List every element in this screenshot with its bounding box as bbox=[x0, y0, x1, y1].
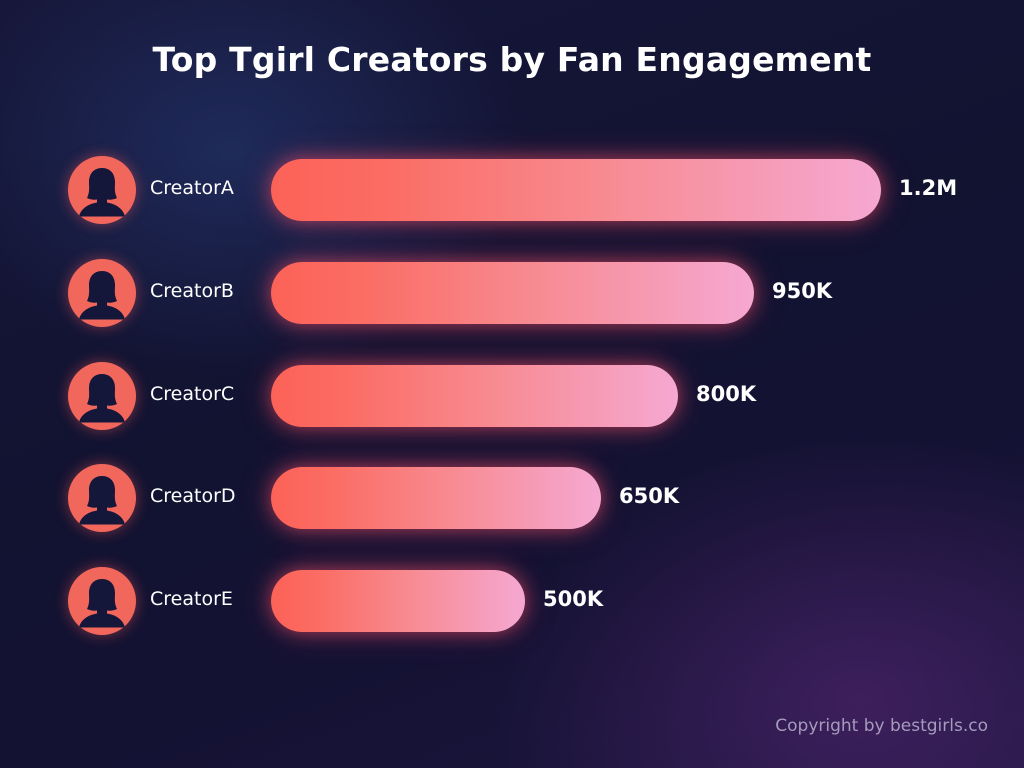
person-silhouette-icon bbox=[79, 373, 125, 422]
engagement-bar bbox=[271, 467, 601, 530]
engagement-bar bbox=[271, 261, 754, 324]
bar-row: CreatorA 1.2M bbox=[0, 155, 1024, 225]
bar-row: CreatorB 950K bbox=[0, 258, 1024, 328]
bar-row: CreatorE 500K bbox=[0, 566, 1024, 636]
bar-row: CreatorC 800K bbox=[0, 361, 1024, 431]
avatar bbox=[68, 464, 136, 533]
creator-label: CreatorB bbox=[150, 279, 234, 302]
person-silhouette-icon bbox=[79, 168, 125, 217]
creator-label: CreatorA bbox=[150, 177, 234, 199]
engagement-bar bbox=[271, 570, 525, 632]
person-silhouette-icon bbox=[79, 270, 125, 320]
creator-label: CreatorC bbox=[150, 382, 235, 405]
value-label: 1.2M bbox=[899, 176, 958, 200]
avatar bbox=[68, 258, 136, 327]
value-label: 500K bbox=[543, 587, 604, 611]
value-label: 950K bbox=[772, 278, 833, 303]
copyright-text: Copyright by bestgirls.co bbox=[775, 716, 988, 736]
engagement-bar bbox=[271, 364, 678, 427]
creator-label: CreatorD bbox=[150, 485, 236, 508]
creator-label: CreatorE bbox=[150, 588, 233, 610]
value-label: 650K bbox=[619, 484, 680, 509]
person-silhouette-icon bbox=[79, 579, 125, 628]
value-label: 800K bbox=[696, 381, 757, 406]
avatar bbox=[68, 567, 136, 635]
chart-title: Top Tgirl Creators by Fan Engagement bbox=[152, 40, 872, 79]
person-silhouette-icon bbox=[79, 476, 125, 525]
bar-row: CreatorD 650K bbox=[0, 463, 1024, 533]
avatar bbox=[68, 156, 136, 224]
engagement-bar bbox=[271, 159, 881, 221]
avatar bbox=[68, 361, 136, 430]
